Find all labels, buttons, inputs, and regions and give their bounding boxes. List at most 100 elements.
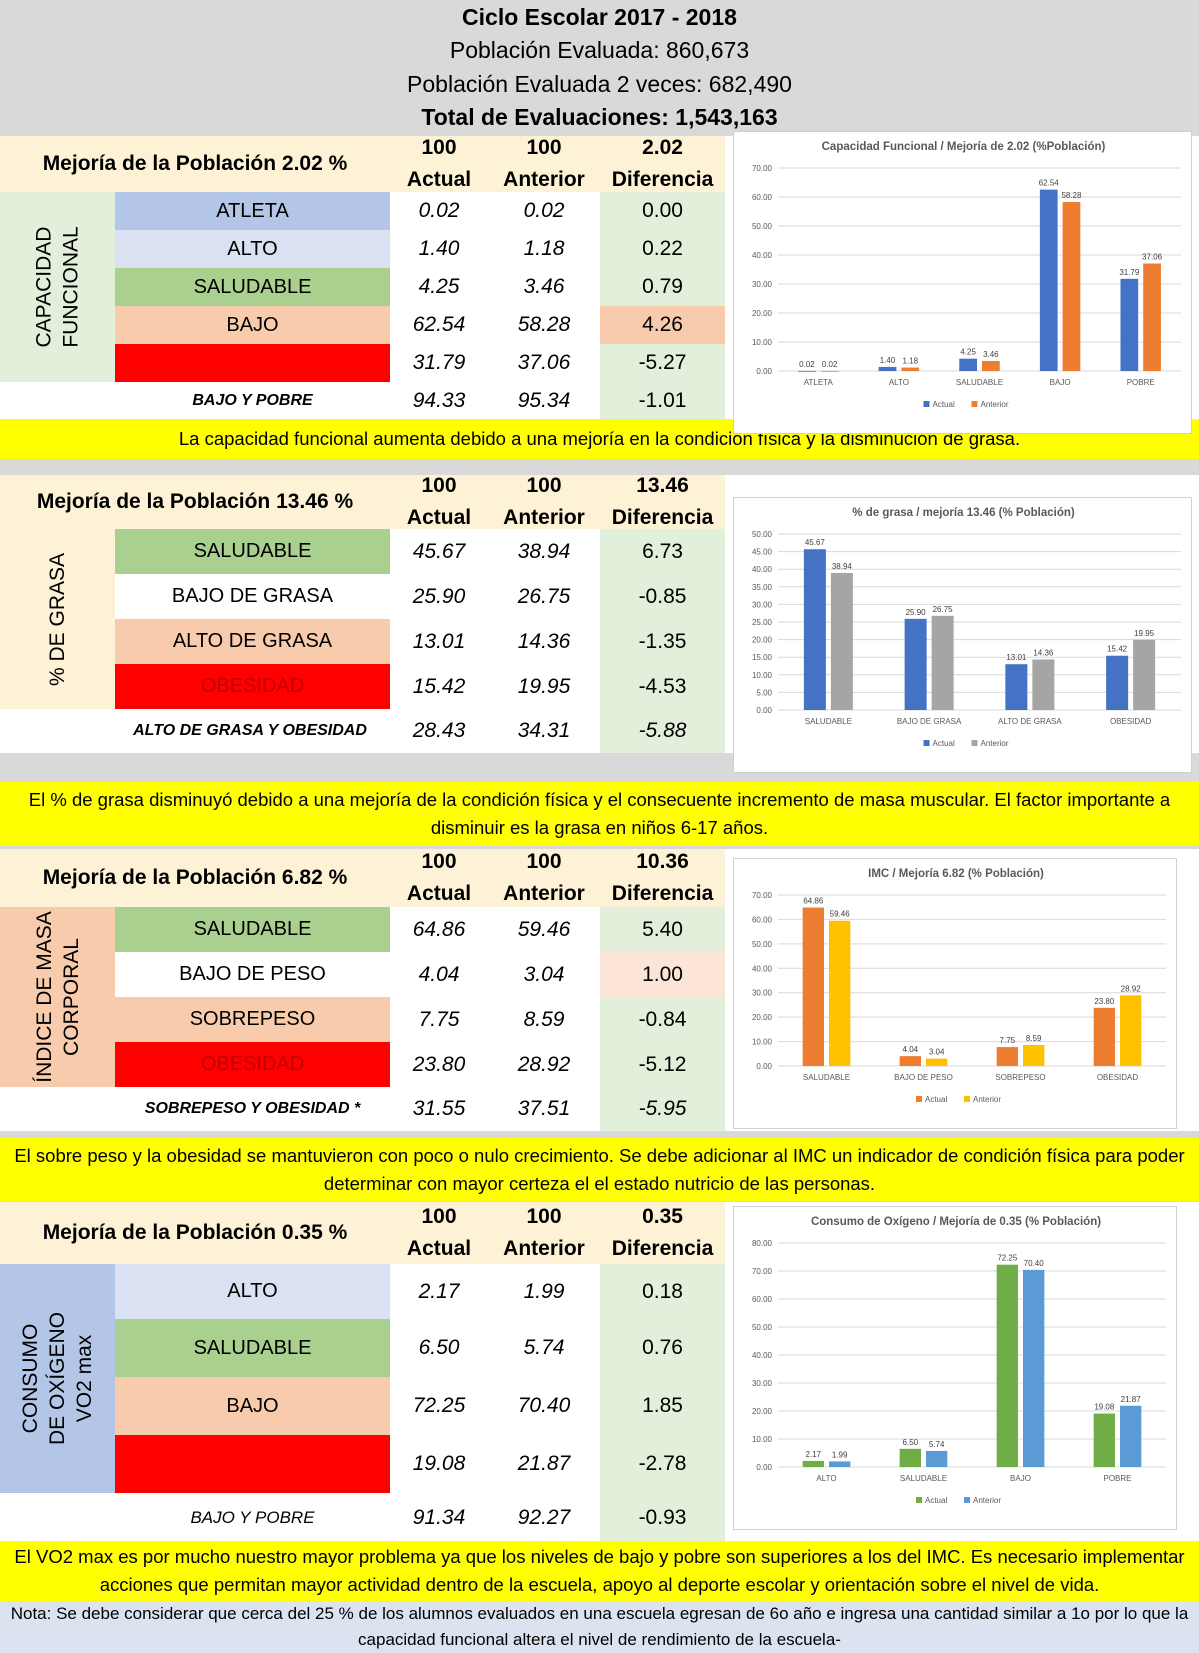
data-label: 5.74 <box>929 1440 945 1449</box>
data-label: 19.95 <box>1134 629 1155 638</box>
legend-label: Actual <box>925 1496 947 1505</box>
category-label: SALUDABLE <box>115 268 390 306</box>
x-tick-label: SOBREPESO <box>995 1073 1045 1082</box>
summary-anterior: 34.31 <box>517 719 571 742</box>
chart-title: IMC / Mejoría 6.82 (% Población) <box>868 868 1044 880</box>
value-anterior: 37.06 <box>517 351 571 374</box>
y-tick-label: 10.00 <box>752 671 773 680</box>
vertical-category-text: ÍNDICE DE MASA CORPORAL <box>31 911 85 1083</box>
column-header-bottom: Diferencia <box>611 168 714 191</box>
legend-label: Actual <box>925 1095 947 1104</box>
chart-title: Capacidad Funcional / Mejoría de 2.02 (%… <box>822 141 1106 153</box>
x-tick-label: ALTO <box>889 378 909 387</box>
category-label: OBESIDAD <box>115 664 390 709</box>
category-label: SALUDABLE <box>115 529 390 574</box>
data-label: 64.86 <box>803 897 824 906</box>
value-diferencia: 1.00 <box>600 952 725 997</box>
bar-anterior <box>926 1450 948 1467</box>
data-label: 7.75 <box>1000 1036 1016 1045</box>
category-label: POBRE <box>115 1435 390 1493</box>
summary-anterior: 95.34 <box>517 389 571 412</box>
data-label: 59.46 <box>830 910 851 919</box>
column-header-actual: 100 Actual <box>390 474 488 529</box>
bar-actual <box>1106 655 1129 710</box>
data-label: 58.28 <box>1061 191 1082 200</box>
legend-swatch <box>971 740 978 746</box>
summary-diferencia: -1.01 <box>600 382 725 420</box>
section-note-text: El VO2 max es por mucho nuestro mayor pr… <box>14 1546 1185 1595</box>
value-anterior: 1.99 <box>523 1279 565 1303</box>
data-label: 0.02 <box>799 360 815 369</box>
legend-swatch <box>923 401 930 407</box>
vertical-category-line: CORPORAL <box>59 938 83 1056</box>
y-tick-label: 25.00 <box>752 618 773 627</box>
bar-anterior <box>1032 659 1055 710</box>
y-tick-label: 30.00 <box>752 1379 773 1388</box>
column-header-top: 13.46 <box>636 474 689 497</box>
column-header-bottom: Diferencia <box>611 882 714 905</box>
value-anterior: 59.46 <box>517 917 571 941</box>
column-header-bottom: Diferencia <box>611 506 714 529</box>
vertical-category-line: FUNCIONAL <box>59 226 83 348</box>
chart-svg: Consumo de Oxígeno / Mejoría de 0.35 (% … <box>752 1216 1166 1505</box>
value-actual: 13.01 <box>412 629 466 653</box>
column-header-diferencia: 0.35 Diferencia <box>600 1202 725 1264</box>
y-tick-label: 0.00 <box>756 1463 772 1472</box>
data-label: 21.87 <box>1121 1395 1142 1404</box>
x-tick-label: BAJO DE GRASA <box>897 717 962 726</box>
value-anterior: 8.59 <box>523 1007 565 1031</box>
column-header-actual: 100 Actual <box>390 136 488 192</box>
summary-anterior: 92.27 <box>517 1505 571 1529</box>
column-header-anterior: 100 Anterior <box>488 1202 600 1264</box>
column-header-bottom: Anterior <box>503 1237 585 1260</box>
data-label: 3.04 <box>929 1048 945 1057</box>
bar-anterior <box>829 1461 851 1467</box>
data-label: 6.50 <box>903 1438 919 1447</box>
value-diferencia: 0.22 <box>600 230 725 268</box>
column-header-bottom: Actual <box>406 1237 472 1260</box>
population-evaluated-twice: Población Evaluada 2 veces: 682,490 <box>407 71 792 97</box>
data-label: 0.02 <box>822 360 838 369</box>
column-header-bottom: Diferencia <box>611 1237 714 1260</box>
value-anterior: 26.75 <box>517 584 571 608</box>
data-label: 26.75 <box>933 605 954 614</box>
value-anterior: 21.87 <box>517 1452 571 1475</box>
value-anterior: 1.18 <box>523 237 565 260</box>
summary-diferencia: -5.95 <box>600 1087 725 1131</box>
section-note-text: El % de grasa disminuyó debido a una mej… <box>28 789 1171 838</box>
value-anterior: 0.02 <box>523 199 565 222</box>
summary-label: SOBREPESO Y OBESIDAD * <box>144 1100 361 1117</box>
column-header-top: 100 <box>421 474 457 497</box>
summary-diferencia: -5.88 <box>600 709 725 753</box>
data-label: 70.40 <box>1024 1259 1045 1268</box>
vertical-category-label: ÍNDICE DE MASA CORPORAL <box>0 907 115 1087</box>
vertical-category-label: % DE GRASA <box>0 529 115 709</box>
data-label: 3.46 <box>983 350 999 359</box>
data-label: 4.25 <box>960 348 976 357</box>
bar-anterior <box>1023 1269 1045 1467</box>
vertical-category-line: CONSUMO <box>19 1323 42 1434</box>
data-label: 1.18 <box>902 357 918 366</box>
bar-anterior <box>1120 1405 1142 1467</box>
bar-actual <box>904 618 927 710</box>
bar-actual <box>1093 1413 1115 1467</box>
value-actual: 19.08 <box>412 1452 466 1475</box>
column-header-diferencia: 2.02 Diferencia <box>600 136 725 192</box>
data-label: 4.04 <box>903 1045 919 1054</box>
summary-actual: 28.43 <box>412 719 466 742</box>
summary-diferencia: -0.93 <box>600 1493 725 1542</box>
summary-label: BAJO Y POBRE <box>192 392 313 409</box>
column-header-top: 100 <box>526 850 562 873</box>
y-tick-label: 15.00 <box>752 653 773 662</box>
category-label: BAJO <box>115 306 390 344</box>
x-tick-label: POBRE <box>1127 378 1155 387</box>
data-label: 15.42 <box>1107 645 1128 654</box>
data-label: 45.67 <box>805 538 826 547</box>
chart-svg: Capacidad Funcional / Mejoría de 2.02 (%… <box>752 141 1181 409</box>
bar-actual <box>878 366 897 371</box>
x-tick-label: SALUDABLE <box>956 378 1003 387</box>
value-diferencia: 0.76 <box>600 1319 725 1377</box>
vertical-category-line: ÍNDICE DE MASA <box>32 911 56 1083</box>
data-label: 62.54 <box>1039 179 1060 188</box>
column-header-anterior: 100 Anterior <box>488 474 600 529</box>
